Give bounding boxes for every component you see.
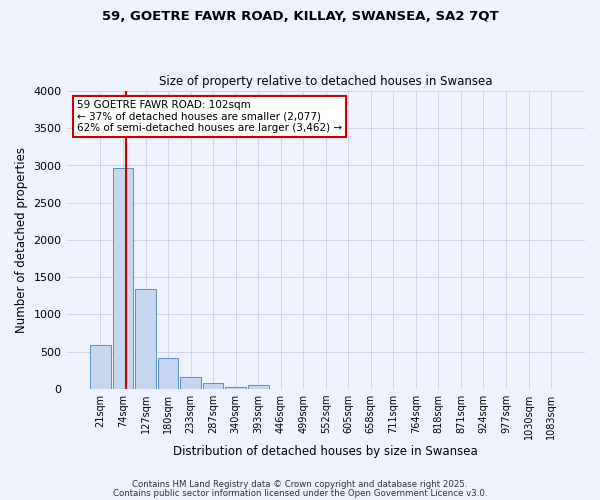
Bar [203,383,223,389]
Title: Size of property relative to detached houses in Swansea: Size of property relative to detached ho… [159,76,493,88]
Bar [225,386,246,389]
Bar [90,345,111,389]
Bar [248,386,269,389]
Y-axis label: Number of detached properties: Number of detached properties [15,147,28,333]
Bar [158,358,178,389]
Text: 59, GOETRE FAWR ROAD, KILLAY, SWANSEA, SA2 7QT: 59, GOETRE FAWR ROAD, KILLAY, SWANSEA, S… [101,10,499,23]
Bar [113,168,133,389]
X-axis label: Distribution of detached houses by size in Swansea: Distribution of detached houses by size … [173,444,478,458]
Text: Contains HM Land Registry data © Crown copyright and database right 2025.: Contains HM Land Registry data © Crown c… [132,480,468,489]
Bar [180,376,201,389]
Text: 59 GOETRE FAWR ROAD: 102sqm
← 37% of detached houses are smaller (2,077)
62% of : 59 GOETRE FAWR ROAD: 102sqm ← 37% of det… [77,100,342,133]
Bar [135,289,156,389]
Text: Contains public sector information licensed under the Open Government Licence v3: Contains public sector information licen… [113,489,487,498]
